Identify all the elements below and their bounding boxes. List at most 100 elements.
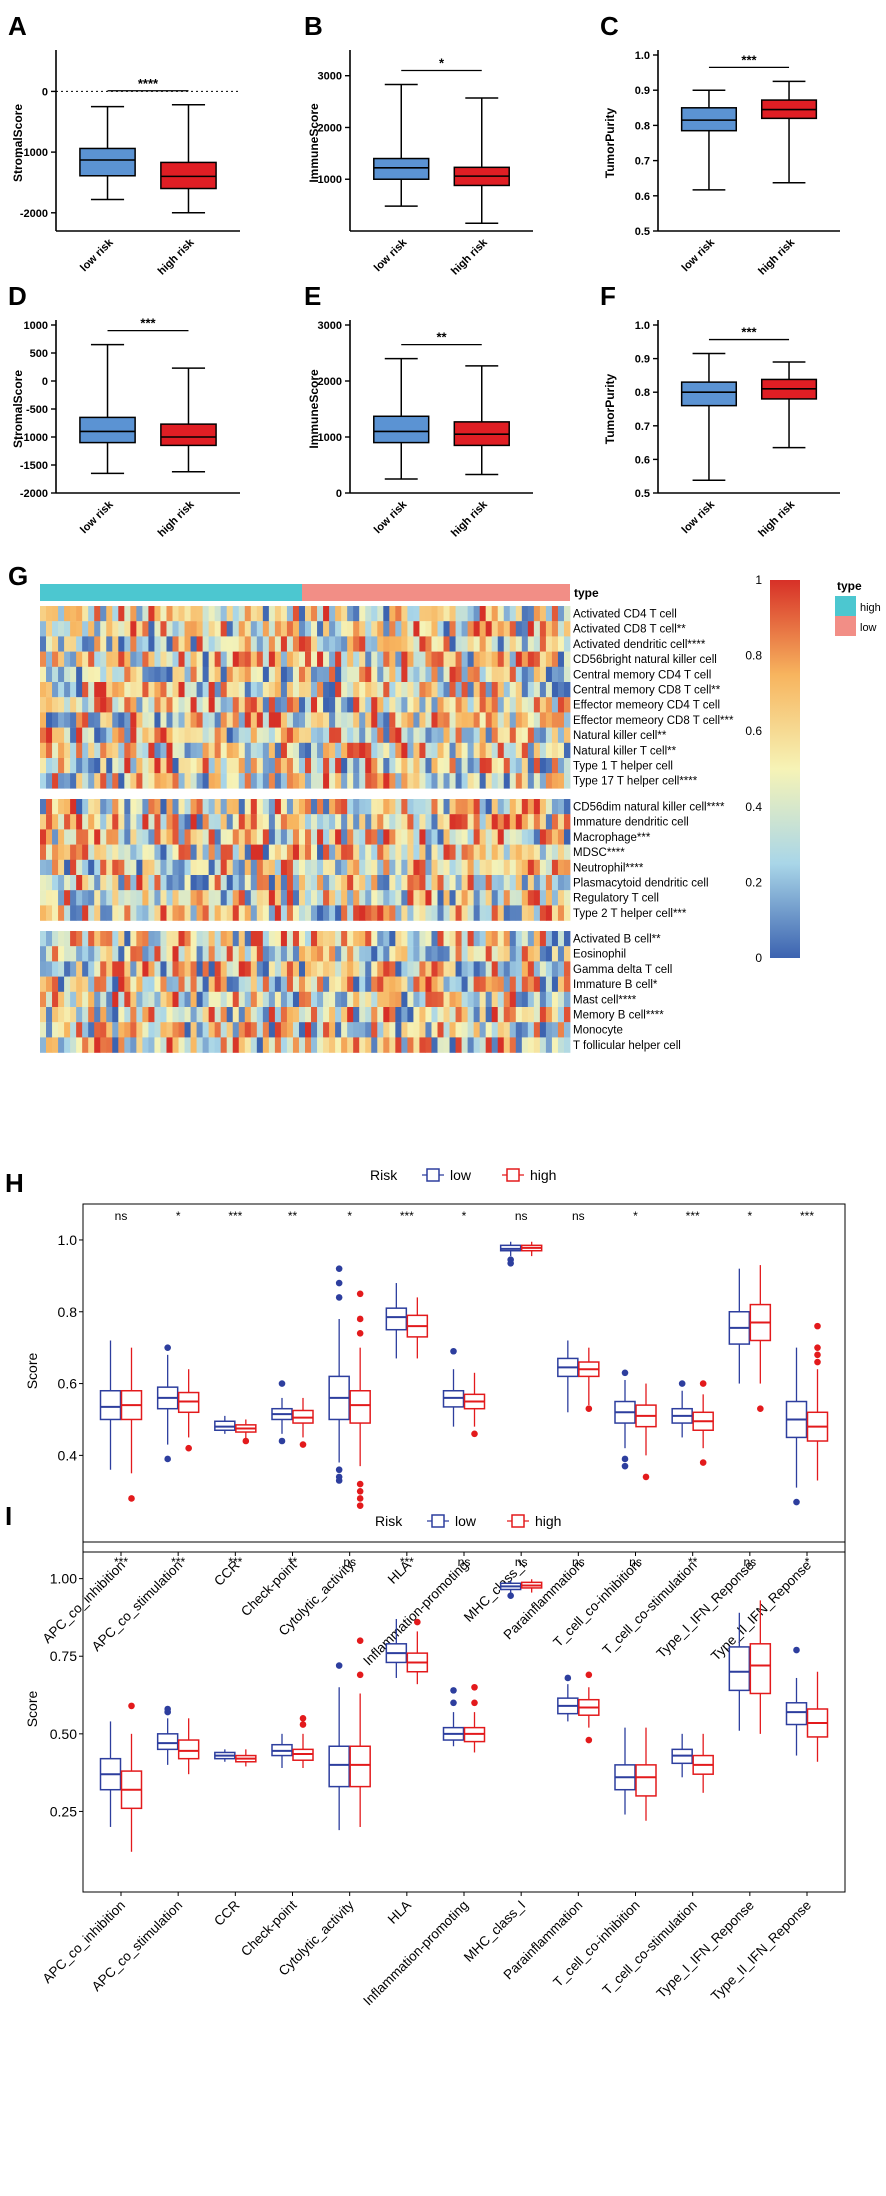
heat-cell bbox=[286, 976, 294, 992]
heat-cell bbox=[425, 829, 432, 845]
heat-cell bbox=[563, 859, 571, 876]
heat-cell bbox=[112, 697, 119, 713]
heat-cell bbox=[443, 946, 450, 962]
heat-cell bbox=[82, 844, 89, 860]
heat-cell bbox=[184, 931, 191, 947]
heat-cell bbox=[58, 946, 65, 962]
heat-cell bbox=[76, 931, 83, 947]
outlier-point-high bbox=[814, 1344, 821, 1351]
heat-cell bbox=[40, 890, 47, 906]
heat-cell bbox=[124, 799, 131, 815]
heat-cell bbox=[479, 773, 487, 789]
heat-cell bbox=[166, 682, 173, 698]
heat-cell bbox=[419, 991, 426, 1008]
significance-label: *** bbox=[228, 1209, 242, 1223]
x-tick-label: high risk bbox=[756, 498, 798, 540]
colorbar-tick-label: 0.2 bbox=[745, 875, 762, 889]
heat-cell bbox=[220, 727, 228, 743]
heat-cell bbox=[286, 829, 294, 845]
heat-cell bbox=[160, 1022, 167, 1038]
heat-cell bbox=[250, 742, 258, 759]
heat-cell bbox=[178, 976, 185, 992]
heat-cell bbox=[437, 758, 444, 774]
heat-cell bbox=[377, 905, 384, 921]
heatmap-row-label: Activated B cell** bbox=[573, 934, 661, 946]
heat-cell bbox=[208, 829, 216, 845]
heat-cell bbox=[256, 606, 264, 622]
heat-cell bbox=[274, 697, 282, 713]
heat-cell bbox=[262, 859, 270, 876]
heat-cell bbox=[455, 829, 462, 845]
heat-cell bbox=[70, 621, 77, 637]
heat-cell bbox=[130, 651, 137, 667]
heat-cell bbox=[64, 773, 71, 789]
heat-cell bbox=[112, 727, 119, 743]
heat-cell bbox=[413, 961, 420, 977]
heat-cell bbox=[563, 712, 571, 728]
heat-cell bbox=[473, 829, 481, 845]
heat-cell bbox=[377, 682, 384, 698]
heat-cell bbox=[335, 1022, 342, 1038]
heat-cell bbox=[250, 666, 258, 683]
heat-cell bbox=[503, 946, 511, 962]
y-tick-label: 1000 bbox=[24, 320, 48, 332]
heat-cell bbox=[274, 991, 282, 1008]
heat-cell bbox=[244, 697, 252, 713]
heat-cell bbox=[232, 859, 240, 876]
y-tick-label: 0 bbox=[336, 488, 342, 500]
outlier-point-high bbox=[814, 1351, 821, 1359]
heat-cell bbox=[196, 799, 204, 815]
heat-cell bbox=[425, 976, 432, 992]
heat-cell bbox=[425, 773, 432, 789]
heat-cell bbox=[419, 976, 426, 992]
heat-cell bbox=[286, 814, 294, 830]
heat-cell bbox=[238, 829, 246, 845]
heat-cell bbox=[208, 758, 216, 774]
heat-cell bbox=[184, 961, 191, 977]
heat-cell bbox=[485, 651, 493, 667]
heat-cell bbox=[172, 1037, 179, 1053]
heat-cell bbox=[196, 621, 204, 637]
heat-cell bbox=[112, 905, 119, 921]
heat-cell bbox=[214, 758, 222, 774]
heat-cell bbox=[395, 799, 402, 815]
heat-cell bbox=[365, 712, 372, 728]
heat-cell bbox=[52, 961, 59, 977]
y-tick-label: 0.7 bbox=[635, 156, 650, 168]
heat-cell bbox=[256, 621, 264, 637]
heat-cell bbox=[238, 606, 246, 622]
heat-cell bbox=[371, 1022, 378, 1038]
heat-cell bbox=[461, 697, 469, 713]
outlier-point-low bbox=[450, 1687, 457, 1694]
heat-cell bbox=[491, 875, 499, 891]
heat-cell bbox=[557, 621, 565, 637]
heat-cell bbox=[407, 773, 414, 789]
heat-cell bbox=[485, 773, 493, 789]
heat-cell bbox=[280, 606, 288, 622]
heat-cell bbox=[323, 682, 330, 698]
heat-cell bbox=[52, 991, 59, 1008]
heat-cell bbox=[473, 859, 481, 876]
heat-cell bbox=[311, 799, 318, 815]
heat-cell bbox=[298, 773, 306, 789]
heat-cell bbox=[509, 727, 517, 743]
heat-cell bbox=[473, 905, 481, 921]
heat-cell bbox=[407, 712, 414, 728]
heat-cell bbox=[395, 712, 402, 728]
x-tick-label: high risk bbox=[156, 236, 198, 278]
heat-cell bbox=[262, 727, 270, 743]
heat-cell bbox=[377, 946, 384, 962]
heat-cell bbox=[395, 859, 402, 876]
heat-cell bbox=[497, 621, 505, 637]
heat-cell bbox=[431, 606, 438, 622]
heat-cell bbox=[118, 976, 125, 992]
box-low-risk bbox=[680, 107, 738, 132]
heat-cell bbox=[268, 844, 276, 860]
heat-cell bbox=[485, 961, 493, 977]
annotation-bar-low bbox=[302, 584, 570, 601]
heat-cell bbox=[118, 636, 125, 652]
heat-cell bbox=[46, 799, 53, 815]
heat-cell bbox=[305, 844, 312, 860]
heat-cell bbox=[347, 742, 354, 759]
heat-cell bbox=[383, 712, 390, 728]
